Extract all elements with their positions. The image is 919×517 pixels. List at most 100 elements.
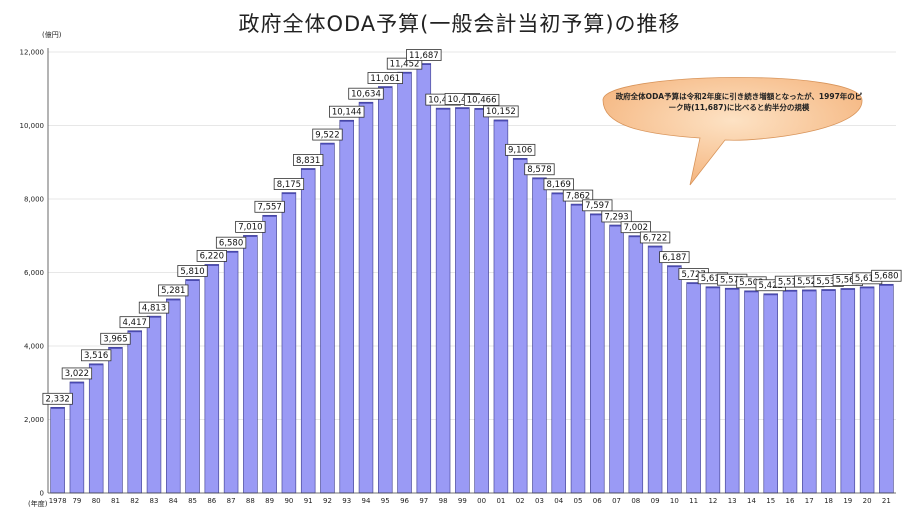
data-label: 2,332 (42, 392, 73, 405)
bar-top-edge (378, 86, 393, 89)
bar-top-edge (69, 381, 84, 384)
axes: 0 2,000 4,000 6,000 8,000 10,000 12,000 1978 79 8… (20, 48, 896, 505)
data-label: 6,187 (659, 251, 690, 264)
bar-top-edge (744, 290, 759, 293)
x-tick-label: 92 (323, 497, 332, 505)
bar (802, 289, 817, 494)
bar (108, 346, 123, 494)
bar (358, 101, 374, 494)
data-label: 9,106 (505, 143, 536, 156)
data-label: 4,417 (119, 316, 150, 329)
data-label-box (81, 349, 112, 362)
data-label: 10,144 (329, 105, 365, 118)
data-label-text: 8,831 (296, 156, 320, 166)
data-label-box (386, 57, 423, 70)
bar (243, 235, 258, 494)
x-tick-label: 1978 (49, 497, 67, 505)
x-tick-label: 13 (728, 497, 737, 505)
data-label-text: 9,522 (315, 130, 339, 140)
data-label-text: 5,502 (739, 278, 763, 288)
data-label-text: 7,862 (566, 191, 590, 201)
bar (435, 107, 451, 494)
bar-top-edge (359, 102, 373, 104)
data-label: 10,466 (463, 93, 500, 106)
data-label-text: 5,610 (855, 274, 879, 284)
y-axis-unit-label: (億円) (42, 30, 62, 39)
data-label-text: 10,152 (486, 107, 516, 117)
data-label-text: 5,680 (874, 272, 898, 282)
data-label-box (367, 72, 403, 84)
bar-top-edge (108, 347, 123, 349)
data-label: 8,831 (293, 154, 324, 166)
bar (879, 283, 894, 494)
x-tick-label: 98 (439, 497, 448, 505)
data-label-box (61, 367, 93, 380)
bar (840, 288, 856, 494)
bar-top-edge (397, 72, 412, 74)
x-tick-label: 91 (304, 497, 313, 505)
bar (416, 63, 432, 494)
bar (397, 71, 412, 494)
bar-top-edge (628, 235, 643, 238)
bar-top-edge (185, 279, 200, 281)
x-tick-label: 89 (265, 497, 274, 505)
bar-top-edge (204, 264, 219, 266)
data-label-box (601, 210, 632, 223)
bar (493, 119, 509, 494)
data-label-box (871, 269, 902, 282)
data-label-text: 5,538 (816, 277, 840, 287)
data-label-box (312, 128, 343, 141)
data-label-text: 5,519 (778, 277, 802, 287)
x-tick-label: 17 (805, 497, 814, 505)
data-label: 4,813 (138, 301, 170, 314)
data-label: 9,522 (312, 128, 343, 141)
x-tick-label: 11 (689, 497, 698, 505)
x-tick-label: 20 (863, 497, 872, 505)
data-label-box (659, 251, 690, 264)
data-label-text: 3,022 (65, 369, 89, 379)
data-label-box (196, 250, 227, 262)
bar (204, 264, 220, 494)
data-label-text: 10,473 (428, 95, 458, 105)
data-label-text: 2,332 (45, 395, 69, 405)
bar-top-edge (590, 213, 605, 216)
bar (127, 330, 142, 494)
data-label: 10,152 (483, 105, 519, 118)
data-label: 6,220 (196, 250, 227, 262)
bar (455, 107, 470, 494)
data-label-text: 5,422 (759, 281, 783, 291)
x-tick-label: 96 (400, 497, 409, 505)
bar (378, 86, 393, 494)
y-tick-label: 6,000 (24, 269, 44, 277)
data-label-box (582, 199, 613, 212)
bar (532, 177, 547, 494)
bar (281, 192, 297, 494)
data-label-text: 3,965 (103, 335, 127, 345)
bar-top-edge (436, 108, 451, 110)
bar-top-edge (821, 289, 836, 291)
x-tick-label: 16 (786, 497, 795, 505)
bar-top-edge (667, 265, 682, 268)
x-tick-label: 03 (535, 497, 544, 505)
bar-top-edge (89, 363, 104, 366)
x-tick-label: 09 (651, 497, 660, 505)
data-label: 8,175 (273, 178, 305, 190)
data-label-text: 7,293 (604, 212, 628, 222)
data-label-text: 10,489 (447, 95, 477, 105)
bar (320, 142, 335, 494)
data-label-text: 7,010 (238, 223, 262, 233)
x-axis-unit-label: (年度) (28, 499, 48, 508)
x-tick-label: 82 (130, 497, 139, 505)
bar-top-edge (551, 192, 566, 195)
data-labels: 2,332 3,022 3,516 3,965 4,417 4,813 5,281 5,810… (42, 49, 902, 405)
bar-top-edge (50, 407, 65, 409)
callout-shape (602, 77, 863, 186)
callout-bubble (602, 77, 863, 186)
x-tick-label: 12 (708, 497, 717, 505)
bar-top-edge (725, 288, 740, 290)
bar-top-edge (493, 119, 508, 122)
data-label-box (620, 221, 651, 234)
data-label: 10,634 (348, 87, 384, 100)
data-label-box (235, 220, 266, 233)
